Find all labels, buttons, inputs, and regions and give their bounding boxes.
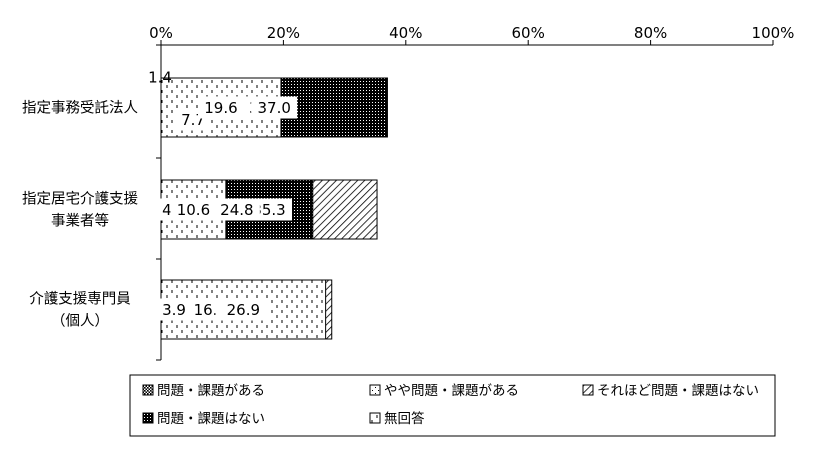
x-tick-label: 100% (752, 24, 795, 42)
data-label: 35.3 (252, 201, 285, 219)
data-label-bg (251, 96, 298, 119)
x-tick-label: 0% (149, 24, 173, 42)
legend-label: 無回答 (384, 410, 425, 427)
data-label-bg (213, 198, 260, 221)
legend-label: やや問題・課題がある (384, 383, 519, 399)
legend-swatch (369, 384, 381, 396)
legend-box (129, 374, 776, 437)
data-label: 1.4 (148, 69, 172, 87)
legend-label: 問題・課題はない (157, 411, 265, 427)
data-label-bg (155, 298, 193, 321)
x-tick-label: 20% (267, 24, 300, 42)
x-tick-label: 40% (389, 24, 422, 42)
legend-swatch (369, 412, 381, 424)
legend-swatch (142, 412, 154, 424)
data-label: 26.9 (227, 301, 260, 319)
category-label: 介護支援専門員 (29, 291, 131, 308)
axis-layer: 0% 20% 40% 60% 80% 100% 指定事務受託法人指定居宅介護支援事業者等介護… (22, 24, 795, 361)
data-label: 19.6 (204, 99, 237, 117)
category-label: 事業者等 (51, 212, 109, 230)
data-label: 24.8 (220, 201, 253, 219)
x-tick-label: 80% (634, 24, 667, 42)
legend-label: 問題・課題がある (157, 383, 265, 399)
legend-label: それほど問題・課題はない (597, 383, 759, 399)
legend-swatch (582, 384, 594, 396)
data-label: 37.0 (258, 99, 291, 117)
legend-swatch (142, 384, 154, 396)
data-label-bg (197, 96, 244, 119)
data-label-bg (170, 198, 217, 221)
data-label: 3.9 (162, 301, 186, 319)
category-label: 指定居宅介護支援 (22, 191, 138, 208)
category-label: 指定事務受託法人 (22, 100, 138, 117)
x-tick-label: 60% (512, 24, 545, 42)
data-label: 10.6 (177, 201, 210, 219)
labels-layer: 1.47.734.237.019.64.125.235.324.810.63.9… (148, 69, 298, 321)
category-label: （個人） (51, 313, 109, 330)
data-label-bg (220, 298, 267, 321)
